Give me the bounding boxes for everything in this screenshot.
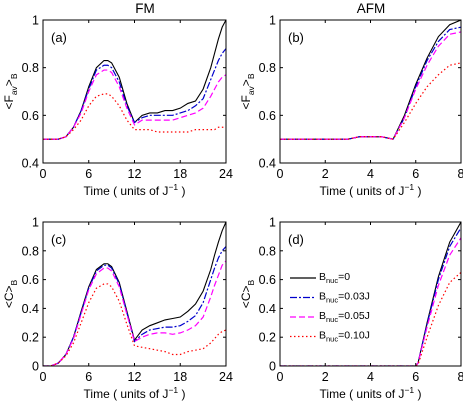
series-line-2 bbox=[280, 237, 461, 366]
series-line-0 bbox=[43, 222, 226, 366]
y-axis-label: <C>B bbox=[2, 279, 19, 308]
x-tick-label: 24 bbox=[219, 167, 233, 181]
y-tick-label: 0.6 bbox=[22, 273, 39, 287]
x-tick-label: 6 bbox=[412, 167, 419, 181]
plot-frame bbox=[42, 19, 227, 164]
column-title-afm: AFM bbox=[357, 1, 386, 16]
x-tick-label: 12 bbox=[128, 167, 142, 181]
panel-a: 0 6 12 18 24 0.4 0.6 0.8 1 (a) Time ( units of J−1… bbox=[2, 14, 233, 199]
y-tick-label: 0.6 bbox=[259, 273, 276, 287]
y-tick-label: 1 bbox=[32, 14, 39, 28]
legend-label-0: Bnuc=0 bbox=[319, 271, 350, 285]
x-axis-label: Time ( units of J−1 ) bbox=[320, 385, 422, 401]
x-tick-label: 18 bbox=[173, 167, 187, 181]
y-axis-label: <Fav>B bbox=[239, 73, 256, 109]
x-axis-label: Time ( units of J−1 ) bbox=[84, 385, 186, 401]
legend-label-2: Bnuc=0.05J bbox=[319, 310, 370, 324]
series-line-3 bbox=[43, 283, 226, 366]
y-tick-label: 1 bbox=[269, 216, 276, 230]
series-line-1 bbox=[43, 48, 226, 140]
x-tick-label: 0 bbox=[40, 370, 47, 384]
y-tick-label: 1 bbox=[269, 14, 276, 28]
y-tick-label: 0.4 bbox=[259, 157, 276, 171]
plot-frame bbox=[279, 19, 462, 164]
y-tick-label: 0.8 bbox=[259, 244, 276, 258]
series-line-2 bbox=[43, 260, 226, 366]
series-line-1 bbox=[280, 227, 461, 366]
x-tick-label: 2 bbox=[322, 167, 329, 181]
legend: Bnuc=0 Bnuc=0.03J Bnuc=0.05J Bnuc=0.10J bbox=[290, 271, 370, 344]
y-tick-label: 0.4 bbox=[22, 157, 39, 171]
panel-label: (b) bbox=[288, 30, 304, 45]
x-tick-label: 6 bbox=[85, 370, 92, 384]
y-tick-label: 0.2 bbox=[259, 331, 276, 345]
y-axis-label: <C>B bbox=[239, 279, 256, 308]
y-tick-label: 0 bbox=[32, 360, 39, 374]
panel-label: (d) bbox=[288, 232, 304, 247]
series-line-0 bbox=[280, 20, 461, 140]
x-tick-label: 18 bbox=[173, 370, 187, 384]
panel-label: (c) bbox=[51, 232, 66, 247]
legend-label-1: Bnuc=0.03J bbox=[319, 291, 370, 305]
series-line-2 bbox=[43, 69, 226, 140]
x-axis-label: Time ( units of J−1 ) bbox=[320, 182, 422, 198]
series-line-0 bbox=[280, 222, 461, 366]
x-tick-label: 0 bbox=[277, 167, 284, 181]
y-tick-label: 0.8 bbox=[22, 61, 39, 75]
panel-d: 0 2 4 6 8 0 0.2 0.4 0.6 0.8 1 (d) Time ( units of J−… bbox=[239, 216, 463, 402]
panel-label: (a) bbox=[51, 30, 67, 45]
x-tick-label: 12 bbox=[128, 370, 142, 384]
y-tick-label: 0.2 bbox=[22, 331, 39, 345]
x-axis-label: Time ( units of J−1 ) bbox=[84, 182, 186, 198]
y-tick-label: 0.8 bbox=[259, 61, 276, 75]
y-tick-label: 0 bbox=[269, 360, 276, 374]
column-title-fm: FM bbox=[135, 1, 155, 16]
y-tick-label: 0.8 bbox=[22, 244, 39, 258]
x-tick-label: 6 bbox=[85, 167, 92, 181]
x-tick-label: 6 bbox=[412, 370, 419, 384]
x-tick-label: 0 bbox=[40, 167, 47, 181]
y-axis-label: <Fav>B bbox=[2, 73, 19, 109]
series-line-1 bbox=[280, 26, 461, 140]
series-line-3 bbox=[43, 93, 226, 140]
y-tick-label: 0.4 bbox=[259, 302, 276, 316]
series-line-3 bbox=[280, 271, 461, 366]
x-tick-label: 4 bbox=[367, 370, 374, 384]
y-tick-label: 0.6 bbox=[259, 109, 276, 123]
series-line-3 bbox=[280, 62, 461, 140]
x-tick-label: 2 bbox=[322, 370, 329, 384]
y-tick-label: 0.6 bbox=[22, 109, 39, 123]
series-line-1 bbox=[43, 246, 226, 366]
x-tick-label: 24 bbox=[219, 370, 233, 384]
panel-c: 0 6 12 18 24 0 0.2 0.4 0.6 0.8 1 (c) Time ( units of… bbox=[2, 216, 233, 402]
x-tick-label: 0 bbox=[277, 370, 284, 384]
x-tick-label: 4 bbox=[367, 167, 374, 181]
y-tick-label: 0.4 bbox=[22, 302, 39, 316]
y-tick-label: 1 bbox=[32, 216, 39, 230]
x-tick-label: 8 bbox=[458, 370, 463, 384]
x-tick-label: 8 bbox=[458, 167, 463, 181]
panel-b: 0 2 4 6 8 0.4 0.6 0.8 1 (b) Time ( units of J−1 ) <… bbox=[239, 14, 463, 199]
legend-label-3: Bnuc=0.10J bbox=[319, 330, 370, 344]
